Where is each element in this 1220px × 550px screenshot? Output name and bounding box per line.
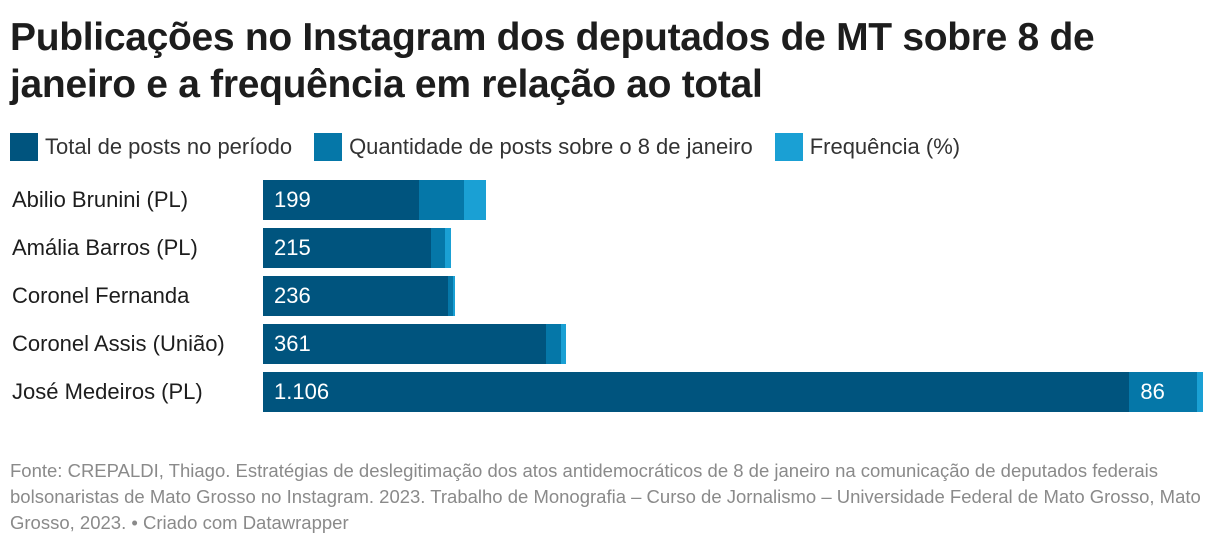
- legend-swatch-frequency: [774, 133, 803, 161]
- source-note: Fonte: CREPALDI, Thiago. Estratégias de …: [10, 460, 1201, 533]
- bar-value-label: 215: [274, 235, 311, 260]
- bar-total: [263, 324, 546, 364]
- bar-frequency: [452, 276, 455, 316]
- bar-jan8: [1129, 372, 1197, 412]
- bar-frequency: [561, 324, 566, 364]
- footer-separator: •: [131, 512, 143, 533]
- bar-value-label: 361: [274, 331, 311, 356]
- category-label: Abilio Brunini (PL): [12, 187, 189, 212]
- bar-frequency: [444, 228, 451, 268]
- bar-total: [263, 372, 1130, 412]
- category-label: Coronel Fernanda: [12, 283, 190, 308]
- legend-label-total: Total de posts no período: [45, 134, 293, 159]
- footer: Fonte: CREPALDI, Thiago. Estratégias de …: [10, 458, 1210, 536]
- bar-jan8: [545, 324, 562, 364]
- category-label: José Medeiros (PL): [12, 379, 203, 404]
- chart-title: Publicações no Instagram dos deputados d…: [10, 16, 1095, 106]
- credit-note: Criado com Datawrapper: [142, 512, 349, 533]
- bar-frequency: [463, 180, 486, 220]
- legend-item-total: Total de posts no período: [10, 133, 292, 161]
- bar-value-label: 236: [274, 283, 311, 308]
- bar-jan8: [418, 180, 464, 220]
- category-label: Coronel Assis (União): [12, 331, 225, 356]
- bar-chart: Abilio Brunini (PL) 199 Amália Barros (PL)…: [0, 180, 1220, 430]
- legend-swatch-total: [10, 133, 38, 161]
- bar-value-label: 86: [1140, 379, 1165, 404]
- bar-jan8: [447, 276, 453, 316]
- bar-jan8: [431, 228, 445, 268]
- legend-label-jan8: Quantidade de posts sobre o 8 de janeiro: [349, 134, 753, 159]
- legend-item-jan8: Quantidade de posts sobre o 8 de janeiro: [314, 133, 753, 161]
- legend-item-frequency: Frequência (%): [774, 133, 961, 161]
- bar-value-label: 1.106: [274, 379, 330, 404]
- category-label: Amália Barros (PL): [12, 235, 198, 260]
- bar-frequency: [1196, 372, 1203, 412]
- bar-total: [263, 276, 448, 316]
- bar-value-label: 199: [274, 187, 311, 212]
- legend-label-frequency: Frequência (%): [809, 134, 961, 159]
- legend: Total de posts no período Quantidade de …: [10, 131, 982, 163]
- legend-swatch-jan8: [314, 133, 343, 161]
- bar-total: [263, 180, 419, 220]
- bar-total: [263, 228, 432, 268]
